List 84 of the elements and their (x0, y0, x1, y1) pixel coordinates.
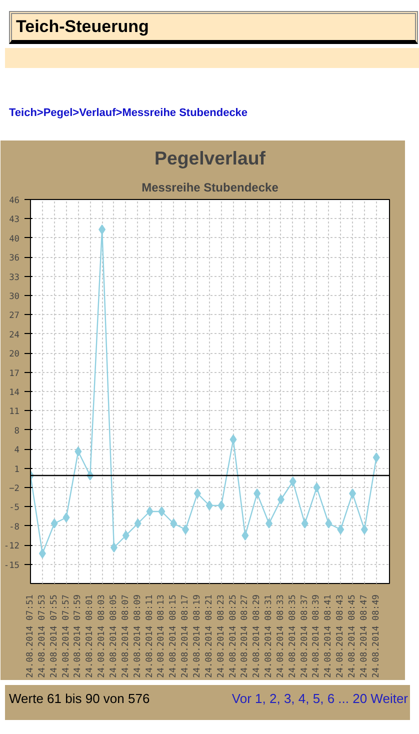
y-tick-label: 17 (9, 368, 20, 379)
x-tick-label: 24.08.2014 08:39 (312, 594, 322, 678)
point (50, 518, 58, 528)
text: Vor 1, 2, 3, 4, 5, 6 ... 20 Weiter (232, 691, 408, 706)
x-tick-label: 24.08.2014 08:15 (168, 594, 179, 678)
x-tick-label: 24.08.2014 08:37 (300, 594, 310, 678)
y-tick-label: −2 (9, 484, 20, 494)
x-tick-label: 24.08.2014 08:41 (324, 594, 334, 678)
point (134, 518, 142, 528)
x-tick-label: 24.08.2014 08:09 (132, 594, 143, 678)
x-tick-label: 24.08.2014 08:45 (348, 594, 358, 678)
x-tick-label: 24.08.2014 07:55 (49, 594, 60, 678)
chart-subtitle: Messreihe Stubendecke (142, 180, 279, 194)
point (313, 482, 320, 492)
text: Teich-Steuerung (9, 11, 418, 44)
y-tick-label: 14 (9, 388, 20, 398)
x-tick-label: 24.08.2014 08:05 (108, 594, 119, 678)
point (242, 530, 249, 540)
x-tick-label: 24.08.2014 08:29 (252, 594, 262, 678)
y-tick-label: 46 (9, 196, 20, 206)
x-tick-label: 24.08.2014 08:35 (288, 594, 298, 678)
y-tick-label: 8 (14, 426, 20, 436)
point (206, 500, 213, 510)
point (360, 524, 368, 534)
point (194, 488, 201, 498)
x-tick-label: 24.08.2014 08:01 (85, 594, 96, 678)
point (372, 452, 380, 462)
y-tick-label: 43 (9, 215, 20, 226)
x-tick-label: 24.08.2014 08:49 (371, 594, 382, 678)
y-tick-label: 4 (14, 446, 20, 456)
y-tick-label: 20 (9, 350, 20, 360)
y-tick-label: -8 (9, 522, 20, 532)
point (230, 434, 237, 444)
point (38, 548, 46, 558)
y-tick-label: -5 (9, 503, 20, 514)
y-tick-label: -12 (4, 542, 20, 552)
chart-title: Pegelverlauf (154, 148, 266, 168)
y-tick-label: 36 (9, 254, 20, 264)
y-tick-label: 1 (14, 464, 20, 475)
point (254, 488, 261, 498)
y-tick-label: 33 (9, 272, 20, 283)
point (122, 530, 130, 540)
point (158, 506, 166, 516)
point (277, 494, 284, 504)
x-tick-label: 24.08.2014 08:23 (216, 594, 226, 678)
x-tick-label: 24.08.2014 08:31 (264, 594, 274, 678)
point (98, 224, 106, 234)
y-tick-label: 40 (9, 234, 20, 244)
x-tick-label: 24.08.2014 08:17 (180, 594, 191, 678)
point (170, 518, 178, 528)
x-tick-label: 24.08.2014 08:33 (276, 594, 286, 678)
x-tick-label: 24.08.2014 08:19 (192, 594, 202, 678)
x-tick-label: 24.08.2014 07:57 (61, 594, 72, 678)
point (266, 518, 273, 528)
y-tick-label: 11 (9, 407, 20, 418)
x-tick-label: 24.08.2014 08:03 (97, 594, 108, 678)
text: Werte 61 bis 90 von 576 (9, 691, 150, 706)
point (218, 500, 225, 510)
x-tick-label: 24.08.2014 08:47 (359, 594, 370, 678)
x-tick-label: 24.08.2014 07:51 (26, 594, 36, 678)
point (301, 518, 308, 528)
x-tick-label: 24.08.2014 07:53 (37, 594, 48, 678)
x-tick-label: 24.08.2014 08:21 (204, 594, 214, 678)
point (325, 518, 332, 528)
x-tick-label: 24.08.2014 08:11 (144, 594, 155, 678)
x-tick-label: 24.08.2014 08:43 (336, 594, 346, 678)
x-tick-label: 24.08.2014 07:59 (73, 594, 84, 678)
point (337, 524, 344, 534)
point (289, 476, 296, 486)
point (182, 524, 190, 534)
x-tick-label: 24.08.2014 08:07 (120, 594, 131, 678)
y-tick-label: -15 (4, 560, 20, 571)
y-tick-label: 30 (9, 292, 20, 302)
y-tick-label: 24 (9, 330, 20, 340)
point (146, 506, 154, 516)
x-tick-label: 24.08.2014 08:25 (228, 594, 238, 678)
point (110, 542, 118, 552)
point (74, 446, 82, 456)
text: Teich>Pegel>Verlauf>Messreihe Stubendecke (9, 107, 248, 119)
y-tick-label: 27 (9, 311, 20, 322)
x-tick-label: 24.08.2014 08:13 (156, 594, 167, 678)
point (62, 512, 70, 522)
x-tick-label: 24.08.2014 08:27 (240, 594, 250, 678)
point (349, 488, 356, 498)
